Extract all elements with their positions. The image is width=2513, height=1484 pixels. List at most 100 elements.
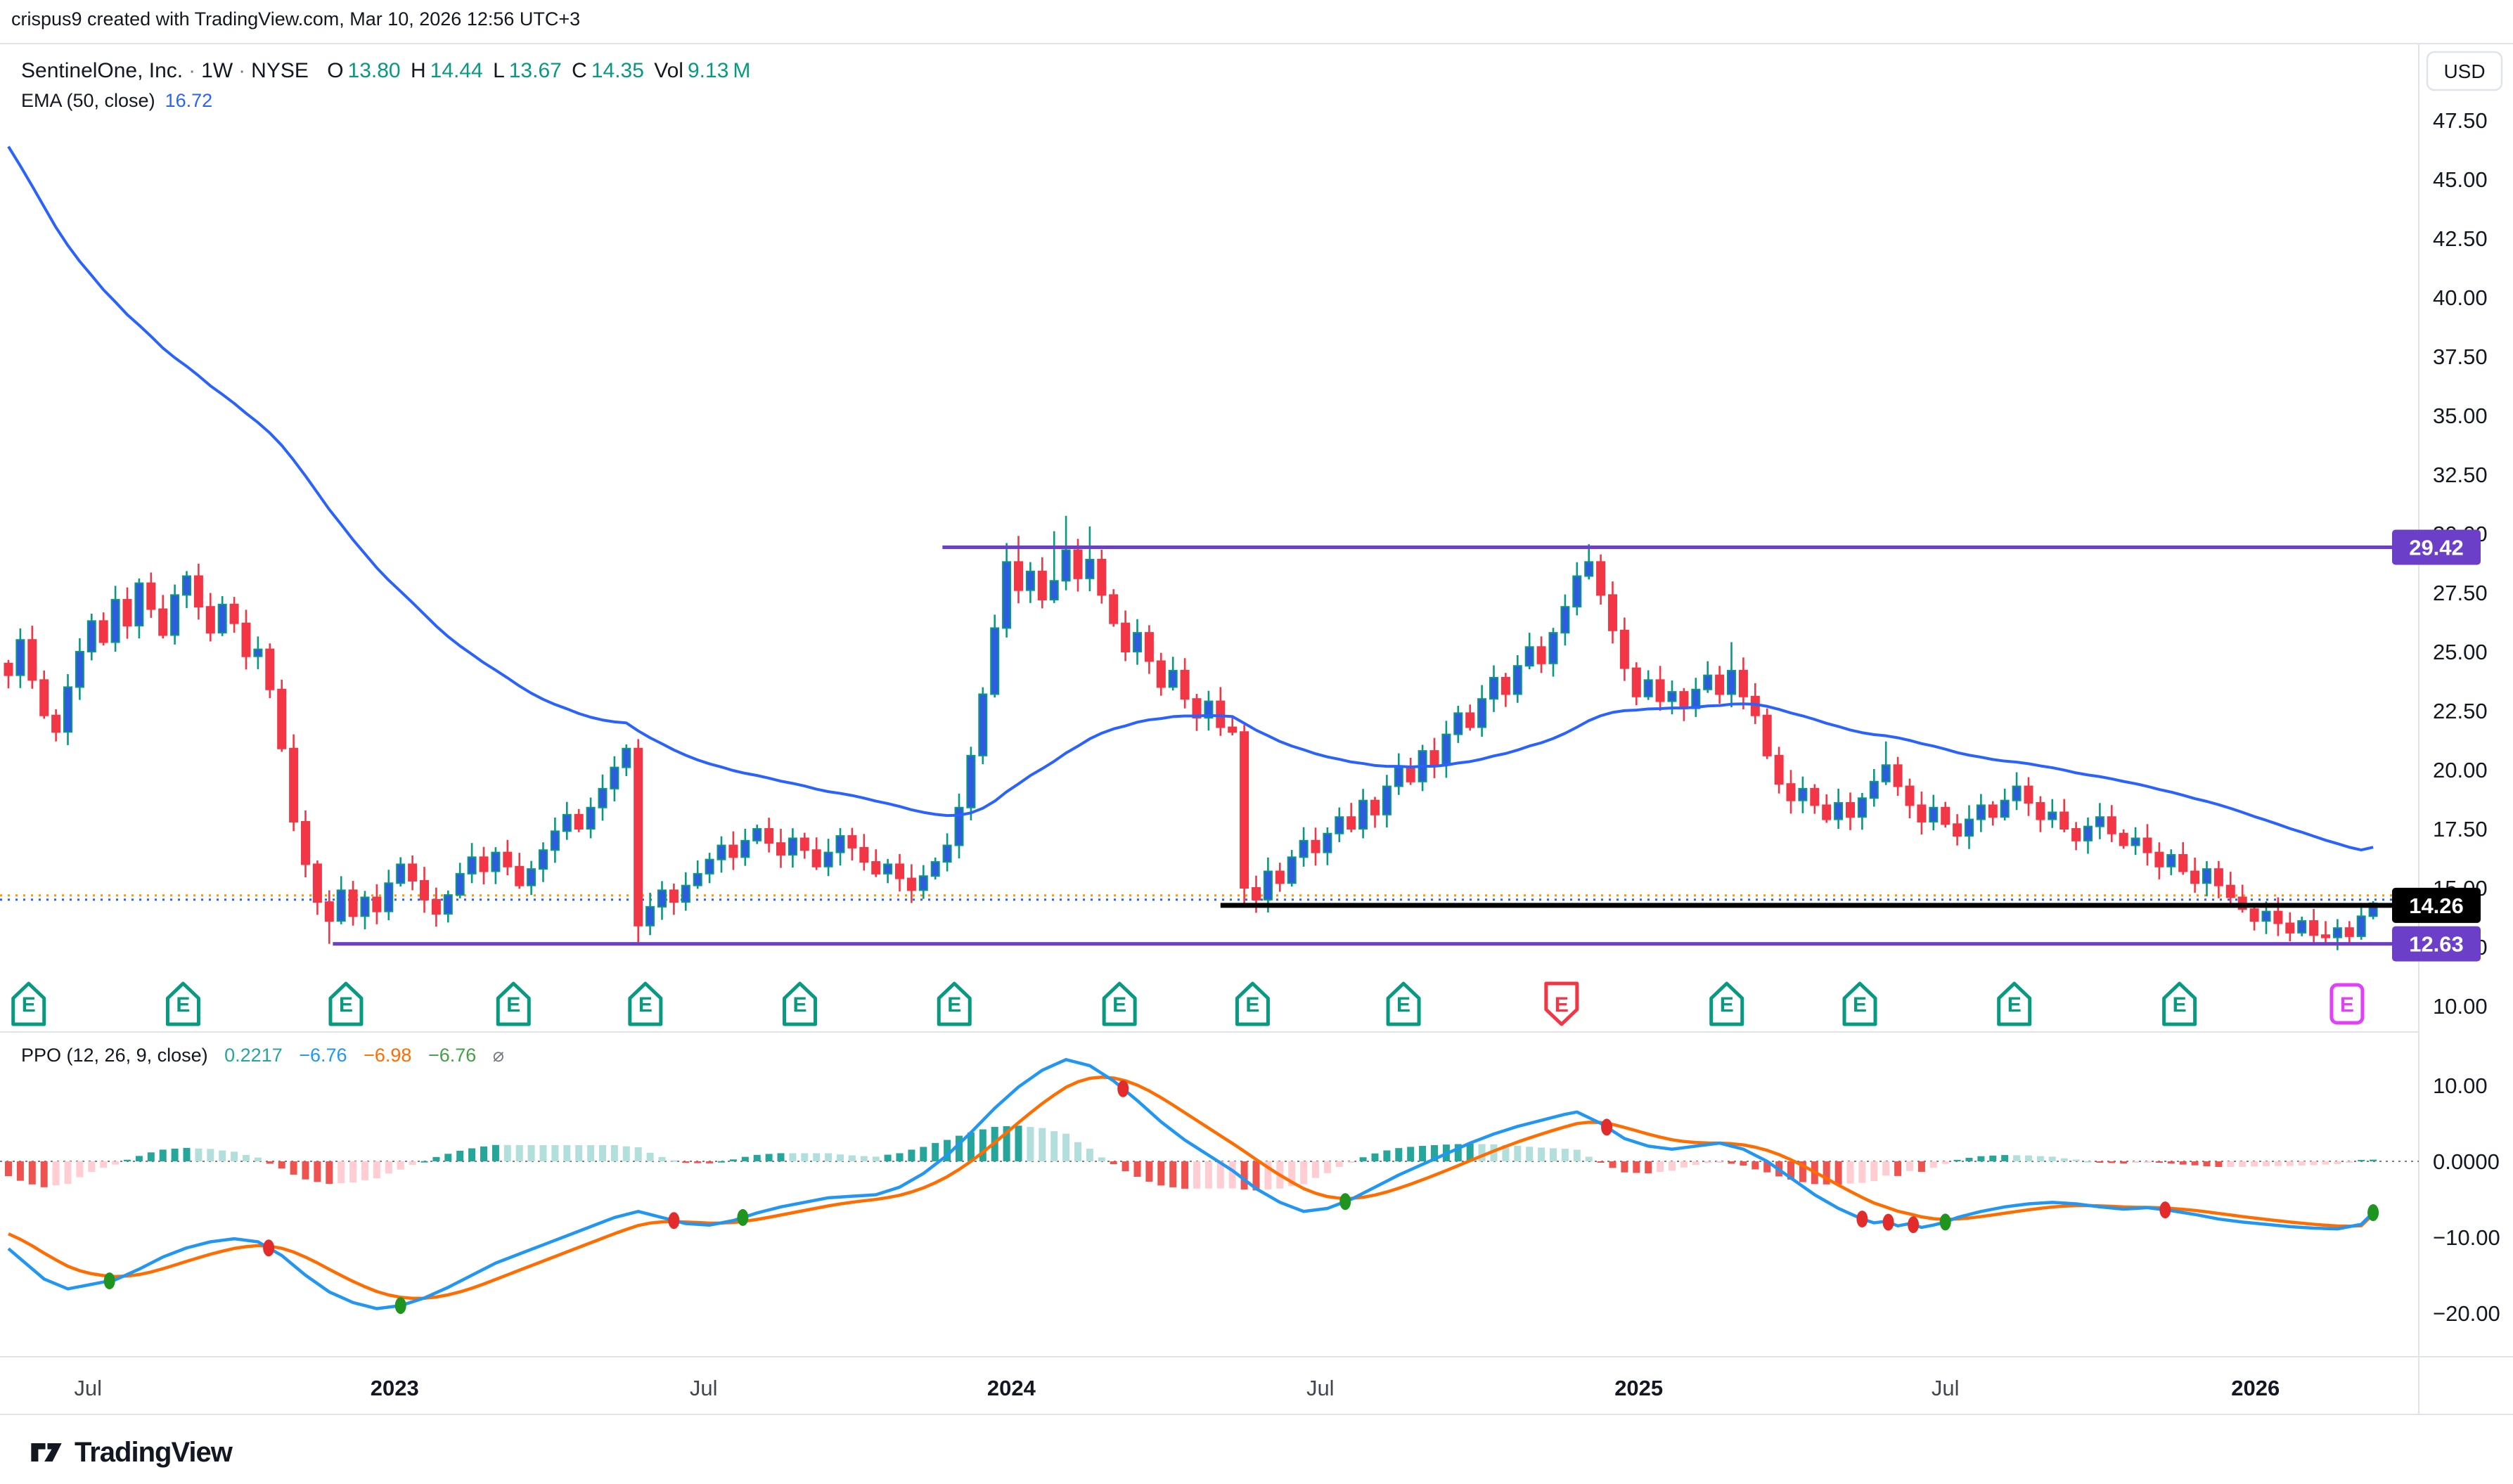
- symbol-name[interactable]: SentinelOne, Inc.: [21, 59, 184, 82]
- ppo-hist-bar: [40, 1161, 48, 1187]
- price-badge-resistance[interactable]: 29.42: [2392, 529, 2481, 565]
- earnings-badge-past[interactable]: E: [1709, 981, 1744, 1026]
- earnings-badge-past[interactable]: E: [937, 981, 972, 1026]
- ppo-hist-bar: [135, 1156, 143, 1161]
- earnings-badge-past[interactable]: E: [1102, 981, 1137, 1026]
- ppo-hist-bar: [2215, 1161, 2223, 1167]
- earnings-badge-past[interactable]: E: [783, 981, 818, 1026]
- candle-body: [586, 806, 596, 830]
- ppo-hist-bar: [432, 1156, 440, 1161]
- earnings-badge-past[interactable]: E: [11, 981, 46, 1026]
- time-scale[interactable]: Jul 2023 Jul 2024 Jul 2025 Jul 2026: [74, 1376, 2280, 1400]
- candle-body: [2285, 922, 2295, 934]
- high-value: 14.44: [430, 59, 483, 82]
- candle-body: [384, 882, 394, 912]
- candle-body: [716, 844, 726, 860]
- ppo-hist-bar: [1027, 1127, 1034, 1161]
- ppo-hist-bar: [2013, 1155, 2021, 1161]
- ppo-signal-line[interactable]: [8, 1076, 2374, 1301]
- ppo-hist-bar: [147, 1152, 155, 1161]
- ppo-hist-bar: [409, 1161, 416, 1165]
- ppo-hist-bar: [373, 1161, 380, 1179]
- candle-body: [2273, 910, 2283, 924]
- earnings-badge-letter: E: [176, 993, 190, 1017]
- candle-body: [1085, 558, 1095, 579]
- ppo-hist-bar: [2263, 1161, 2270, 1167]
- earnings-badge-past[interactable]: E: [165, 981, 200, 1026]
- ppo-hist-bar: [1680, 1161, 1688, 1168]
- ppo-hist-bar: [1110, 1161, 1117, 1165]
- candle-body: [1358, 799, 1368, 830]
- ppo-hist-bar: [1502, 1144, 1510, 1161]
- candle-body: [1228, 726, 1238, 733]
- candle-body: [1798, 787, 1808, 801]
- candle-body: [954, 806, 964, 846]
- high-label: H: [410, 59, 426, 82]
- earnings-badge-past[interactable]: E: [2162, 981, 2197, 1026]
- ppo-hist-bar: [610, 1145, 618, 1161]
- symbol-legend-row[interactable]: SentinelOne, Inc. · 1W · NYSE O 13.80 H 14.44 …: [21, 56, 754, 86]
- price-tick-label: 17.50: [2433, 817, 2488, 841]
- currency-button[interactable]: USD: [2426, 51, 2503, 91]
- earnings-badge-past[interactable]: E: [1386, 981, 1421, 1026]
- earnings-badge-upcoming[interactable]: E: [2329, 983, 2365, 1025]
- ppo-hist-bar: [444, 1154, 452, 1161]
- candle-body: [479, 856, 489, 872]
- earnings-badge-past[interactable]: E: [1842, 981, 1877, 1026]
- ppo-hist-bar: [491, 1144, 499, 1161]
- ema-legend-row[interactable]: EMA (50, close) 16.72: [21, 86, 754, 115]
- candle-body: [1738, 669, 1748, 697]
- ppo-pane[interactable]: [0, 1058, 2419, 1315]
- candle-body: [1703, 674, 1713, 690]
- ema-line[interactable]: [7, 146, 2374, 852]
- ppo-hist-bar: [2155, 1161, 2163, 1163]
- candle-body: [1311, 839, 1320, 853]
- candle-body: [491, 851, 501, 872]
- price-tick-label: 35.00: [2433, 404, 2488, 428]
- ppo-hist-bar: [219, 1150, 226, 1161]
- interval-label[interactable]: 1W: [201, 59, 233, 82]
- earnings-badge-past[interactable]: E: [496, 981, 531, 1026]
- candle-body: [645, 905, 655, 927]
- candle-body: [2036, 802, 2045, 820]
- earnings-badge-past[interactable]: E: [1997, 981, 2032, 1026]
- earnings-badge-past[interactable]: E: [328, 981, 364, 1026]
- earnings-badge-letter: E: [2007, 993, 2022, 1017]
- earnings-badge-past[interactable]: E: [1235, 981, 1270, 1026]
- diameter-icon[interactable]: ⌀: [492, 1045, 505, 1066]
- ppo-label[interactable]: PPO (12, 26, 9, close): [21, 1045, 208, 1066]
- candle-body: [978, 693, 988, 756]
- candle-body: [51, 714, 61, 733]
- candle-body: [2202, 868, 2211, 884]
- ppo-hist-bar: [1478, 1144, 1486, 1161]
- candle-body: [598, 787, 608, 808]
- ppo-hist-bar: [563, 1144, 571, 1161]
- candles-layer[interactable]: [4, 515, 2378, 950]
- price-pane[interactable]: [0, 146, 2419, 950]
- ema-label[interactable]: EMA (50, close): [21, 90, 155, 111]
- price-badge-support[interactable]: 12.63: [2392, 926, 2481, 962]
- candle-body: [2154, 851, 2164, 867]
- candle-body: [15, 639, 25, 676]
- ppo-hist-bar: [361, 1161, 368, 1180]
- earnings-badge-past[interactable]: E: [628, 981, 663, 1026]
- ppo-hist-bar: [124, 1159, 131, 1161]
- price-scale[interactable]: USD47.5045.0042.5040.0037.5035.0032.5030…: [2392, 51, 2503, 1326]
- ppo-alt-value: −6.76: [428, 1045, 477, 1066]
- ppo-hist-bar: [1359, 1157, 1367, 1161]
- candle-body: [241, 622, 251, 657]
- earnings-badge-negative[interactable]: E: [1544, 981, 1579, 1026]
- ppo-hist-bar: [920, 1147, 927, 1161]
- ppo-hist-bar: [112, 1161, 120, 1165]
- price-badge-level[interactable]: 14.26: [2392, 887, 2481, 923]
- ppo-legend-row[interactable]: PPO (12, 26, 9, close) 0.2217 −6.76 −6.9…: [21, 1045, 515, 1066]
- candle-body: [1893, 764, 1903, 787]
- candle-body: [193, 575, 203, 608]
- tradingview-logo[interactable]: TradingView: [28, 1434, 233, 1471]
- ppo-hist-bar: [231, 1151, 238, 1161]
- candle-body: [2071, 828, 2081, 841]
- candle-body: [420, 879, 429, 901]
- ppo-hist-bar: [1181, 1161, 1189, 1189]
